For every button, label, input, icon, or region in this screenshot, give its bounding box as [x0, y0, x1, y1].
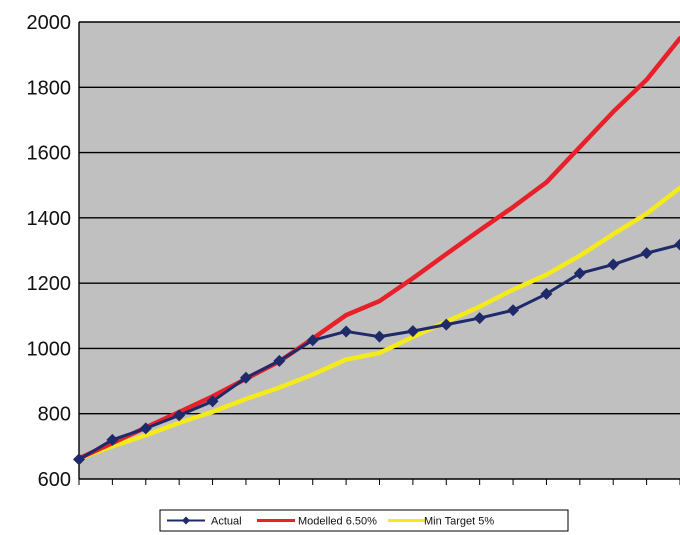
- data-point: [273, 354, 286, 367]
- y-tick-label: 1200: [27, 273, 72, 295]
- data-point: [640, 247, 653, 260]
- y-tick-label: 1400: [27, 208, 72, 230]
- data-point: [607, 258, 620, 271]
- data-point: [173, 409, 186, 422]
- legend-label: Min Target 5%: [424, 516, 494, 528]
- data-point: [373, 330, 386, 343]
- data-point: [73, 453, 85, 466]
- legend: Actual Modelled 6.50% Min Target 5%: [159, 509, 569, 532]
- data-point: [473, 312, 486, 325]
- y-tick-label: 600: [38, 469, 71, 491]
- data-point: [139, 422, 152, 435]
- y-tick-label: 2000: [27, 12, 72, 34]
- y-tick-label: 1600: [27, 143, 72, 165]
- data-point: [106, 433, 119, 446]
- legend-box: [159, 509, 569, 532]
- data-point: [406, 325, 419, 338]
- legend-label: Modelled 6.50%: [298, 516, 377, 528]
- data-point: [340, 325, 353, 338]
- y-tick-label: 1000: [27, 338, 72, 360]
- plot-area: [79, 22, 680, 479]
- data-point: [239, 371, 252, 384]
- data-point: [440, 318, 453, 331]
- data-point: [206, 395, 219, 408]
- data-point: [306, 334, 319, 347]
- legend-marker: [182, 516, 190, 525]
- y-tick-label: 1800: [27, 77, 72, 99]
- series-lines: [73, 36, 680, 466]
- y-tick-labels: 600 800 1000 1200 1400 1600 1800 2000: [27, 12, 72, 491]
- data-point: [674, 238, 680, 251]
- data-point: [507, 304, 520, 317]
- axes: [78, 22, 680, 485]
- series-line-2: [76, 185, 680, 461]
- data-point: [540, 287, 553, 300]
- data-point: [573, 267, 586, 280]
- legend-label: Actual: [211, 516, 242, 528]
- y-tick-label: 800: [38, 404, 71, 426]
